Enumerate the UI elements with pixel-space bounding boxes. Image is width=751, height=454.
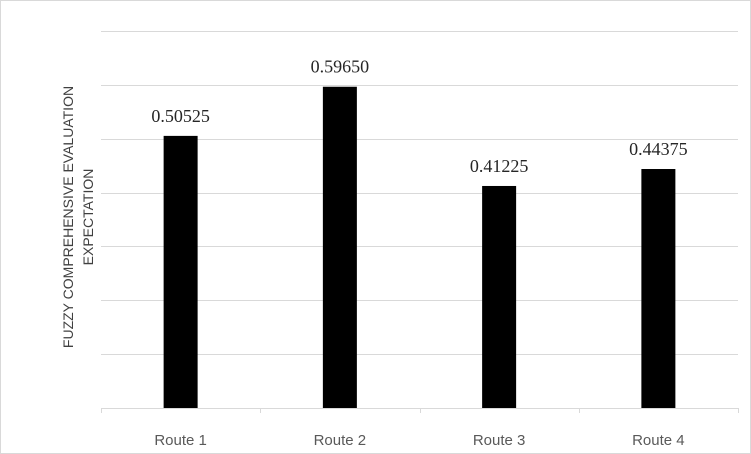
bars [163, 86, 676, 409]
data-label-2: 0.59650 [311, 57, 370, 77]
data-label-3: 0.41225 [470, 156, 529, 176]
bar-3 [482, 185, 517, 408]
bar-4 [641, 169, 676, 408]
y-axis-label-line-1: FUZZY COMPREHENSIVE EVALUATION [60, 86, 76, 348]
bar-1 [163, 135, 198, 408]
x-tick-label-4: Route 4 [632, 432, 685, 449]
data-label-4: 0.44375 [629, 139, 688, 159]
x-tick-label-2: Route 2 [314, 432, 367, 449]
data-label-1: 0.50525 [151, 106, 210, 126]
x-tick-labels: Route 1 Route 2 Route 3 Route 4 [101, 408, 739, 449]
data-labels: 0.50525 0.59650 0.41225 0.44375 [151, 57, 687, 176]
x-tick-label-1: Route 1 [154, 432, 207, 449]
x-tick-label-3: Route 3 [473, 432, 526, 449]
gridlines [101, 31, 738, 409]
y-axis-label-line-2: EXPECTATION [80, 169, 96, 266]
bar-2 [322, 86, 357, 409]
